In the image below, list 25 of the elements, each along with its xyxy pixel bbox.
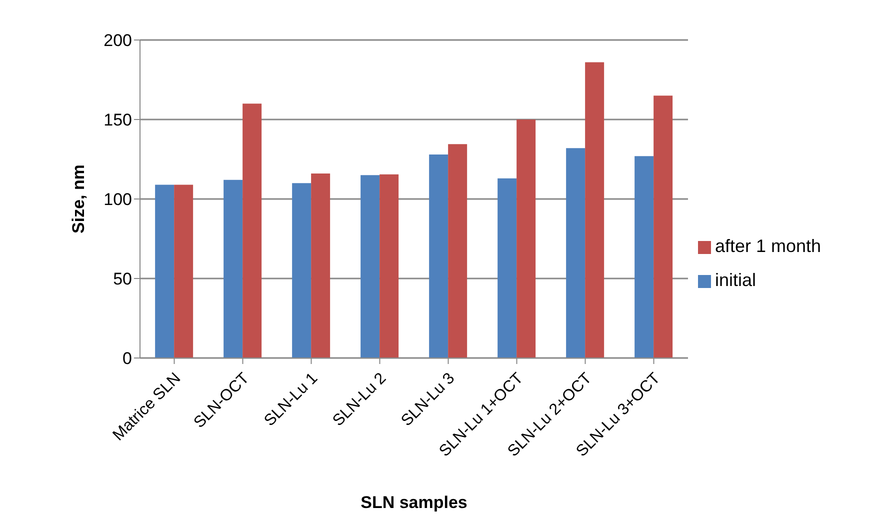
bar [155,184,174,358]
bar [448,144,468,358]
y-tick-label: 0 [122,349,132,368]
bar [311,174,330,358]
bar [634,156,654,358]
bar [360,175,380,358]
bar [242,104,262,358]
y-tick-label: 100 [104,190,132,210]
x-axis-title: SLN samples [360,493,468,512]
bar [585,62,604,358]
bar [380,174,399,358]
y-tick-label: 150 [104,110,132,130]
y-tick-label: 200 [104,31,132,50]
bar [429,154,448,358]
bar [654,96,673,358]
bar [174,184,194,358]
bar [516,120,536,358]
y-axis-title: Size, nm [69,164,88,234]
y-tick-label: 50 [113,270,132,289]
bar [566,148,586,358]
bar [224,180,243,358]
bar [498,178,517,358]
legend-label: after 1 month [715,236,822,256]
bar [292,183,312,358]
legend-label: initial [715,270,756,290]
